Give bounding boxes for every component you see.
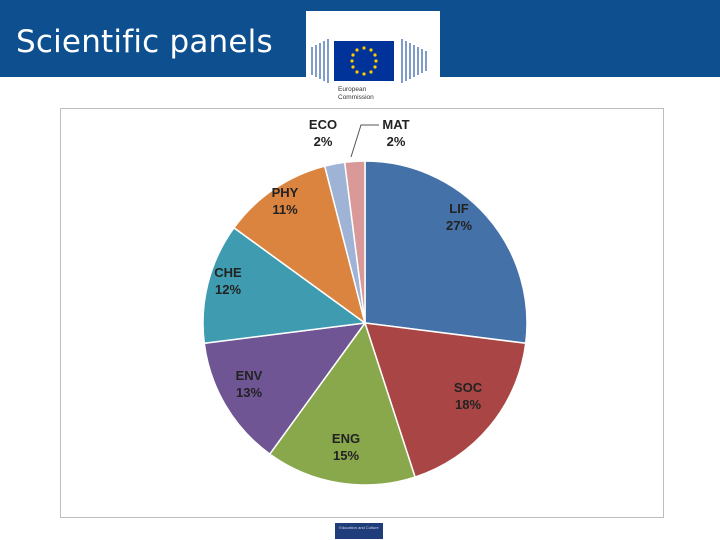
slice-value-phy: 11% [272, 202, 298, 217]
chart-frame: LIF 27% SOC 18% ENG 15% ENV 13% CHE 12% PHY 11% ECO 2… [60, 108, 664, 518]
slice-value-env: 13% [236, 385, 262, 400]
slice-label-env: ENV [236, 368, 263, 383]
slice-value-eco: 2% [314, 134, 333, 149]
slice-value-eng: 15% [333, 448, 359, 463]
footer-badge: Education and Culture [335, 523, 383, 539]
logo-line1: European [338, 86, 367, 93]
slice-value-che: 12% [215, 282, 241, 297]
mat-leader-line [350, 124, 379, 158]
pie-slice-mat [343, 160, 366, 324]
pie-slice-phy [232, 165, 367, 325]
slice-value-mat: 2% [387, 134, 406, 149]
slice-label-phy: PHY [272, 185, 299, 200]
slice-label-lif: LIF [449, 201, 469, 216]
pie-slice-soc [363, 322, 527, 479]
pie-slice-eng [268, 321, 417, 486]
slice-value-lif: 27% [446, 218, 472, 233]
pie-slice-env [203, 322, 367, 456]
page-title: Scientific panels [16, 24, 273, 60]
slice-label-soc: SOC [454, 380, 483, 395]
logo-line2: Commission [338, 94, 374, 101]
ec-logo-icon: European Commission [311, 39, 427, 101]
footer-badge-text: Education and Culture [339, 525, 379, 530]
pie-slice-lif [364, 160, 528, 345]
slice-label-eco: ECO [309, 117, 337, 132]
slice-value-soc: 18% [455, 397, 481, 412]
pie-slice-che [202, 226, 367, 345]
slice-label-mat: MAT [382, 117, 409, 132]
pie-chart: LIF 27% SOC 18% ENG 15% ENV 13% CHE 12% PHY 11% ECO 2… [202, 117, 528, 486]
slice-label-eng: ENG [332, 431, 360, 446]
slice-label-che: CHE [214, 265, 242, 280]
european-commission-logo: European Commission [306, 11, 440, 103]
